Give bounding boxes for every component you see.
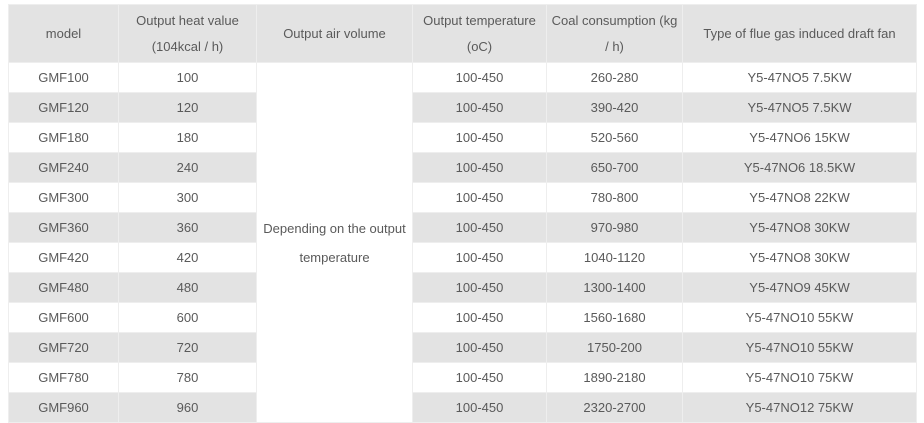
cell-fan: Y5-47NO12 75KW — [682, 392, 917, 423]
table-row: GMF780 780 100-450 1890-2180 Y5-47NO10 75KW — [8, 362, 917, 393]
cell-model: GMF960 — [8, 392, 119, 423]
cell-temp: 100-450 — [412, 362, 547, 393]
cell-temp: 100-450 — [412, 62, 547, 93]
column-header-output-heat-value: Output heat value (104kcal / h) — [118, 4, 257, 63]
column-header-output-temperature: Output temperature (oC) — [412, 4, 547, 63]
cell-coal: 1890-2180 — [546, 362, 683, 393]
table-row: GMF120 120 100-450 390-420 Y5-47NO5 7.5KW — [8, 92, 917, 123]
table-row: GMF300 300 100-450 780-800 Y5-47NO8 22KW — [8, 182, 917, 213]
cell-model: GMF240 — [8, 152, 119, 183]
cell-fan: Y5-47NO6 18.5KW — [682, 152, 917, 183]
cell-heat: 780 — [118, 362, 257, 393]
cell-heat: 720 — [118, 332, 257, 363]
table-body: GMF100 100 Depending on the output tempera… — [8, 62, 917, 423]
cell-fan: Y5-47NO10 75KW — [682, 362, 917, 393]
cell-coal: 1750-200 — [546, 332, 683, 363]
column-header-coal-consumption: Coal consumption (kg / h) — [546, 4, 683, 63]
cell-model: GMF300 — [8, 182, 119, 213]
cell-temp: 100-450 — [412, 212, 547, 243]
cell-fan: Y5-47NO8 22KW — [682, 182, 917, 213]
table-row: GMF180 180 100-450 520-560 Y5-47NO6 15KW — [8, 122, 917, 153]
cell-model: GMF180 — [8, 122, 119, 153]
table-row: GMF960 960 100-450 2320-2700 Y5-47NO12 75KW — [8, 392, 917, 423]
cell-coal: 1300-1400 — [546, 272, 683, 303]
cell-model: GMF720 — [8, 332, 119, 363]
cell-heat: 480 — [118, 272, 257, 303]
cell-heat: 180 — [118, 122, 257, 153]
boiler-spec-table: model Output heat value (104kcal / h) Ou… — [8, 4, 917, 423]
cell-model: GMF420 — [8, 242, 119, 273]
cell-temp: 100-450 — [412, 272, 547, 303]
cell-coal: 390-420 — [546, 92, 683, 123]
cell-heat: 960 — [118, 392, 257, 423]
cell-fan: Y5-47NO5 7.5KW — [682, 62, 917, 93]
cell-model: GMF120 — [8, 92, 119, 123]
cell-coal: 1560-1680 — [546, 302, 683, 333]
cell-model: GMF100 — [8, 62, 119, 93]
cell-fan: Y5-47NO9 45KW — [682, 272, 917, 303]
cell-fan: Y5-47NO8 30KW — [682, 242, 917, 273]
column-header-model: model — [8, 4, 119, 63]
table-row: GMF480 480 100-450 1300-1400 Y5-47NO9 45KW — [8, 272, 917, 303]
cell-coal: 520-560 — [546, 122, 683, 153]
table-row: GMF240 240 100-450 650-700 Y5-47NO6 18.5KW — [8, 152, 917, 183]
cell-fan: Y5-47NO5 7.5KW — [682, 92, 917, 123]
cell-coal: 650-700 — [546, 152, 683, 183]
cell-heat: 360 — [118, 212, 257, 243]
table-row: GMF600 600 100-450 1560-1680 Y5-47NO10 55KW — [8, 302, 917, 333]
cell-heat: 240 — [118, 152, 257, 183]
cell-coal: 970-980 — [546, 212, 683, 243]
cell-heat: 600 — [118, 302, 257, 333]
table-row: GMF360 360 100-450 970-980 Y5-47NO8 30KW — [8, 212, 917, 243]
table-row: GMF720 720 100-450 1750-200 Y5-47NO10 55KW — [8, 332, 917, 363]
cell-temp: 100-450 — [412, 242, 547, 273]
cell-heat: 100 — [118, 62, 257, 93]
cell-heat: 120 — [118, 92, 257, 123]
cell-fan: Y5-47NO8 30KW — [682, 212, 917, 243]
cell-air-volume-merged: Depending on the output temperature — [256, 62, 413, 423]
cell-coal: 1040-1120 — [546, 242, 683, 273]
column-header-draft-fan-type: Type of flue gas induced draft fan — [682, 4, 917, 63]
cell-temp: 100-450 — [412, 92, 547, 123]
table-row: GMF420 420 100-450 1040-1120 Y5-47NO8 30KW — [8, 242, 917, 273]
cell-model: GMF480 — [8, 272, 119, 303]
cell-model: GMF360 — [8, 212, 119, 243]
cell-fan: Y5-47NO10 55KW — [682, 302, 917, 333]
cell-temp: 100-450 — [412, 332, 547, 363]
cell-temp: 100-450 — [412, 122, 547, 153]
cell-temp: 100-450 — [412, 182, 547, 213]
cell-model: GMF780 — [8, 362, 119, 393]
cell-heat: 420 — [118, 242, 257, 273]
cell-temp: 100-450 — [412, 392, 547, 423]
column-header-output-air-volume: Output air volume — [256, 4, 413, 63]
header-row: model Output heat value (104kcal / h) Ou… — [8, 4, 917, 63]
table-row: GMF100 100 Depending on the output tempera… — [8, 62, 917, 423]
cell-temp: 100-450 — [412, 302, 547, 333]
cell-coal: 2320-2700 — [546, 392, 683, 423]
cell-temp: 100-450 — [412, 152, 547, 183]
table-header: model Output heat value (104kcal / h) Ou… — [8, 4, 917, 63]
cell-heat: 300 — [118, 182, 257, 213]
cell-fan: Y5-47NO6 15KW — [682, 122, 917, 153]
cell-coal: 260-280 — [546, 62, 683, 93]
cell-fan: Y5-47NO10 55KW — [682, 332, 917, 363]
cell-coal: 780-800 — [546, 182, 683, 213]
cell-model: GMF600 — [8, 302, 119, 333]
